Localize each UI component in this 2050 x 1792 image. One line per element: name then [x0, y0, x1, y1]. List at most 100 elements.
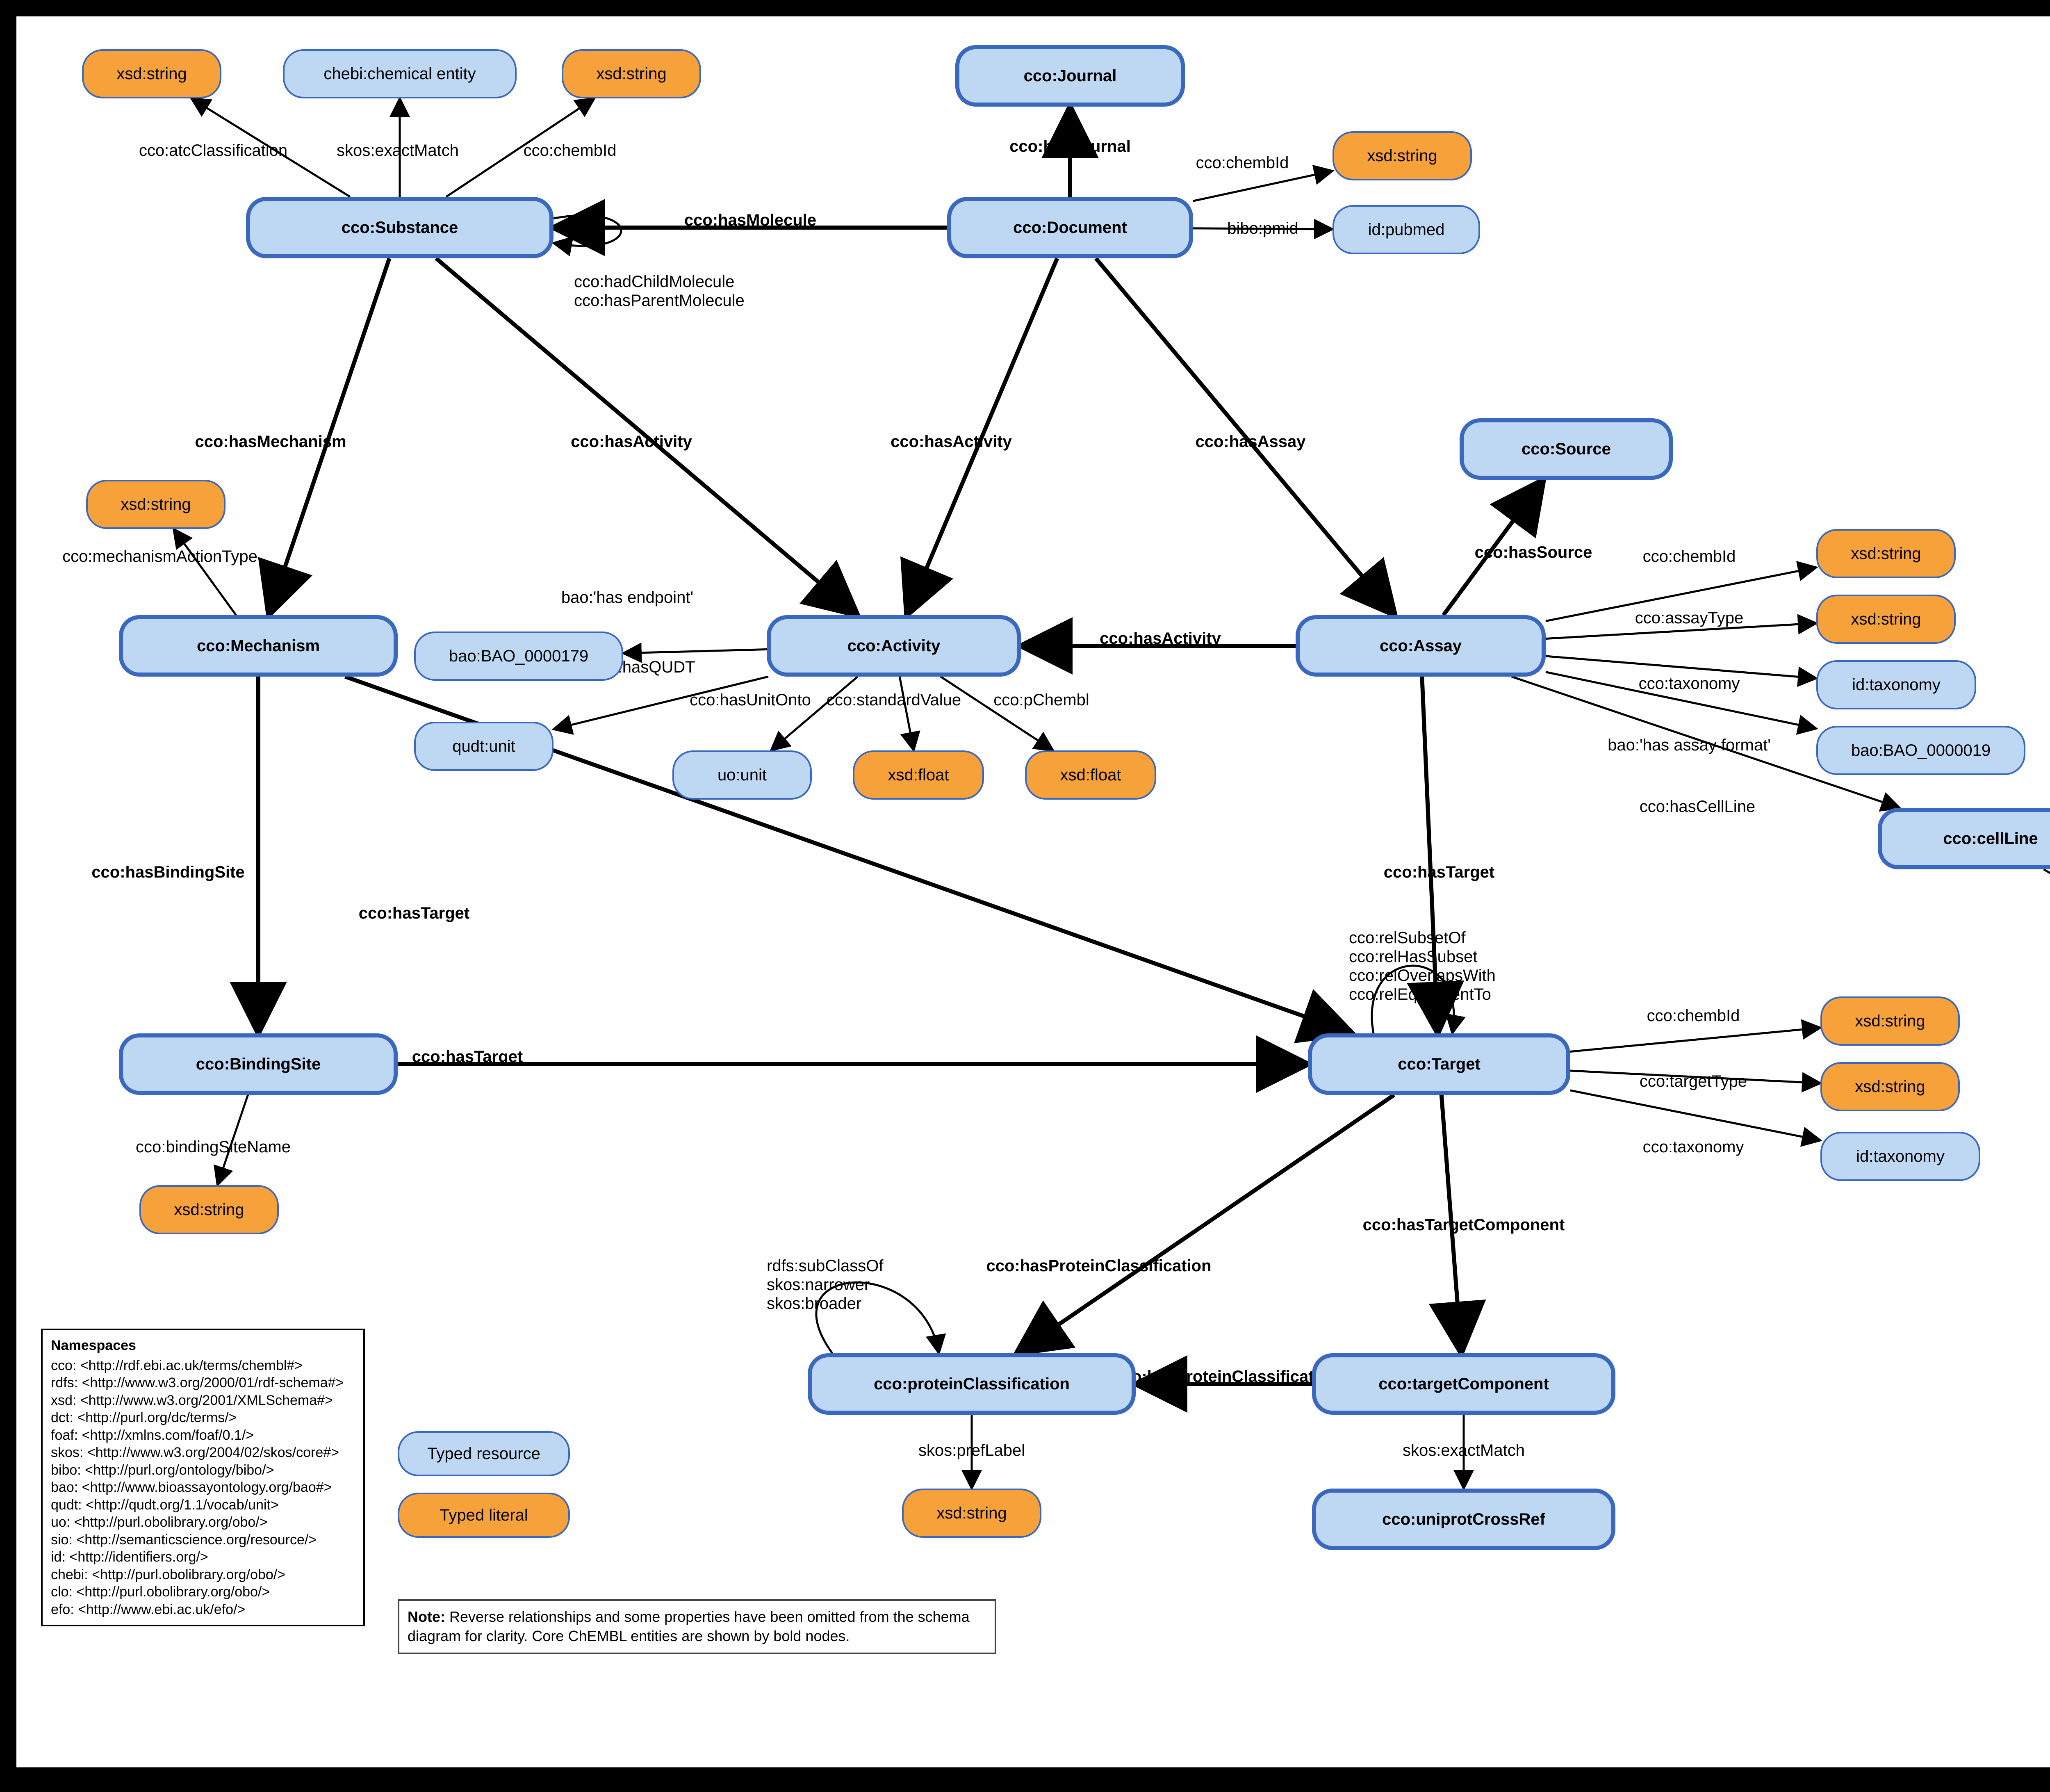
- svg-text:cco:chembId: cco:chembId: [524, 141, 617, 160]
- node-mechanism: cco:Mechanism: [119, 615, 398, 677]
- node-target: cco:Target: [1308, 1033, 1570, 1095]
- node-substance: cco:Substance: [246, 197, 554, 258]
- svg-text:cco:hasSource: cco:hasSource: [1475, 543, 1592, 561]
- svg-text:cco:bindingSiteName: cco:bindingSiteName: [136, 1138, 291, 1156]
- node-t_type: xsd:string: [1820, 1062, 1960, 1111]
- svg-text:cco:hasMechanism: cco:hasMechanism: [195, 433, 346, 451]
- node-targetcomp: cco:targetComponent: [1312, 1353, 1615, 1415]
- node-bao179: bao:BAO_0000179: [414, 632, 623, 681]
- svg-text:cco:hasProteinClassification: cco:hasProteinClassification: [1113, 1368, 1338, 1386]
- node-stdval: xsd:float: [853, 750, 984, 800]
- node-mech_str: xsd:string: [86, 480, 226, 529]
- note-label: Note:: [408, 1608, 445, 1625]
- svg-text:cco:chembId: cco:chembId: [1643, 547, 1736, 565]
- namespace-line: dct: <http://purl.org/dc/terms/>: [51, 1409, 355, 1427]
- node-as_type: xsd:string: [1816, 595, 1956, 644]
- node-as_chembl: xsd:string: [1816, 529, 1956, 578]
- svg-text:bibo:pmid: bibo:pmid: [1227, 219, 1298, 237]
- namespace-line: qudt: <http://qudt.org/1.1/vocab/unit>: [51, 1496, 355, 1514]
- svg-text:cco:hasActivity: cco:hasActivity: [571, 433, 692, 451]
- svg-text:cco:standardValue: cco:standardValue: [827, 691, 961, 709]
- svg-text:cco:hadChildMolecule: cco:hadChildMolecule: [574, 273, 734, 291]
- node-source: cco:Source: [1460, 418, 1673, 480]
- namespace-line: xsd: <http://www.w3.org/2001/XMLSchema#>: [51, 1392, 355, 1409]
- svg-text:cco:hasBindingSite: cco:hasBindingSite: [91, 863, 244, 881]
- svg-text:skos:exactMatch: skos:exactMatch: [337, 141, 459, 160]
- node-bao19: bao:BAO_0000019: [1816, 726, 2025, 775]
- svg-text:cco:chembId: cco:chembId: [1196, 154, 1289, 172]
- svg-text:cco:hasCellLine: cco:hasCellLine: [1640, 798, 1755, 816]
- svg-text:cco:relHasSubset: cco:relHasSubset: [1349, 948, 1477, 966]
- node-pchembl: xsd:float: [1025, 750, 1156, 800]
- svg-text:skos:broader: skos:broader: [767, 1295, 861, 1313]
- svg-text:cco:hasTarget: cco:hasTarget: [412, 1048, 523, 1066]
- namespace-line: uo: <http://purl.obolibrary.org/obo/>: [51, 1514, 355, 1531]
- node-uniprot: cco:uniprotCrossRef: [1312, 1489, 1615, 1550]
- node-cellline: cco:cellLine: [1878, 808, 2050, 869]
- legend-typed-literal: Typed literal: [398, 1493, 570, 1538]
- svg-text:cco:taxonomy: cco:taxonomy: [1643, 1138, 1744, 1156]
- namespace-line: bao: <http://www.bioassayontology.org/ba…: [51, 1479, 355, 1496]
- node-doc_chembl: xsd:string: [1332, 131, 1472, 180]
- namespace-line: sio: <http://semanticscience.org/resourc…: [51, 1531, 355, 1549]
- svg-text:cco:hasUnitOnto: cco:hasUnitOnto: [690, 691, 811, 709]
- namespace-line: id: <http://identifiers.org/>: [51, 1548, 355, 1566]
- node-doc_pubmed: id:pubmed: [1332, 205, 1480, 254]
- svg-text:cco:hasJournal: cco:hasJournal: [1009, 137, 1131, 155]
- svg-text:bao:'has endpoint': bao:'has endpoint': [561, 588, 693, 606]
- svg-text:cco:targetType: cco:targetType: [1640, 1072, 1747, 1090]
- node-sub_chembl: xsd:string: [562, 49, 701, 98]
- namespace-line: chebi: <http://purl.obolibrary.org/obo/>: [51, 1566, 355, 1584]
- legend: Typed resource Typed literal: [398, 1431, 570, 1538]
- svg-text:cco:atcClassification: cco:atcClassification: [139, 141, 287, 160]
- node-journal: cco:Journal: [955, 45, 1185, 107]
- namespace-line: skos: <http://www.w3.org/2004/02/skos/co…: [51, 1444, 355, 1461]
- svg-text:bao:'has assay format': bao:'has assay format': [1608, 736, 1771, 754]
- svg-text:cco:hasTargetComponent: cco:hasTargetComponent: [1363, 1216, 1565, 1234]
- namespace-line: cco: <http://rdf.ebi.ac.uk/terms/chembl#…: [51, 1357, 355, 1375]
- namespaces-box: Namespaces cco: <http://rdf.ebi.ac.uk/ter…: [41, 1329, 365, 1626]
- namespaces-title: Namespaces: [51, 1337, 355, 1354]
- svg-text:cco:chembId: cco:chembId: [1647, 1007, 1740, 1025]
- svg-text:cco:hasTarget: cco:hasTarget: [1384, 863, 1494, 881]
- node-t_tax: id:taxonomy: [1820, 1132, 1980, 1181]
- namespace-line: bibo: <http://purl.org/ontology/bibo/>: [51, 1461, 355, 1479]
- svg-text:cco:hasActivity: cco:hasActivity: [891, 433, 1012, 451]
- node-uo: uo:unit: [672, 750, 812, 800]
- svg-text:skos:narrower: skos:narrower: [767, 1276, 870, 1294]
- svg-text:cco:hasMolecule: cco:hasMolecule: [684, 211, 816, 229]
- node-chebi: chebi:chemical entity: [283, 49, 517, 98]
- node-assay: cco:Assay: [1296, 615, 1546, 677]
- svg-text:cco:relOverlapsWith: cco:relOverlapsWith: [1349, 967, 1496, 985]
- note-text: Reverse relationships and some propertie…: [408, 1608, 970, 1644]
- note-box: Note: Reverse relationships and some pro…: [398, 1599, 996, 1654]
- namespace-line: rdfs: <http://www.w3.org/2000/01/rdf-sch…: [51, 1374, 355, 1392]
- svg-text:cco:relEquivalentTo: cco:relEquivalentTo: [1349, 985, 1491, 1003]
- node-protclass: cco:proteinClassification: [808, 1353, 1136, 1415]
- svg-text:cco:hasTarget: cco:hasTarget: [359, 904, 469, 922]
- svg-text:cco:relSubsetOf: cco:relSubsetOf: [1349, 929, 1466, 947]
- svg-text:cco:pChembl: cco:pChembl: [993, 691, 1089, 709]
- legend-typed-resource: Typed resource: [398, 1431, 570, 1476]
- node-t_chembl: xsd:string: [1820, 996, 1960, 1046]
- node-bs_str: xsd:string: [139, 1185, 279, 1234]
- svg-text:cco:hasActivity: cco:hasActivity: [1100, 629, 1221, 647]
- svg-text:cco:assayType: cco:assayType: [1635, 609, 1744, 627]
- svg-text:cco:hasParentMolecule: cco:hasParentMolecule: [574, 292, 745, 310]
- svg-text:cco:mechanismActionType: cco:mechanismActionType: [62, 547, 257, 565]
- svg-text:cco:taxonomy: cco:taxonomy: [1639, 675, 1740, 693]
- namespace-line: clo: <http://purl.obolibrary.org/obo/>: [51, 1583, 355, 1601]
- node-qudt: qudt:unit: [414, 722, 554, 771]
- svg-text:rdfs:subClassOf: rdfs:subClassOf: [767, 1257, 884, 1275]
- node-sub_atc: xsd:string: [82, 49, 221, 98]
- diagram-canvas: cco:atcClassification skos:exactMatch cco:…: [16, 16, 2050, 1767]
- namespace-line: efo: <http://www.ebi.ac.uk/efo/>: [51, 1601, 355, 1619]
- svg-text:skos:exactMatch: skos:exactMatch: [1403, 1441, 1525, 1459]
- svg-text:cco:hasProteinClassification: cco:hasProteinClassification: [986, 1257, 1211, 1275]
- node-activity: cco:Activity: [767, 615, 1021, 677]
- node-pc_str: xsd:string: [902, 1489, 1041, 1538]
- node-document: cco:Document: [947, 197, 1193, 258]
- node-bindingsite: cco:BindingSite: [119, 1033, 398, 1095]
- namespace-line: foaf: <http://xmlns.com/foaf/0.1/>: [51, 1427, 355, 1444]
- svg-text:skos:prefLabel: skos:prefLabel: [918, 1441, 1025, 1459]
